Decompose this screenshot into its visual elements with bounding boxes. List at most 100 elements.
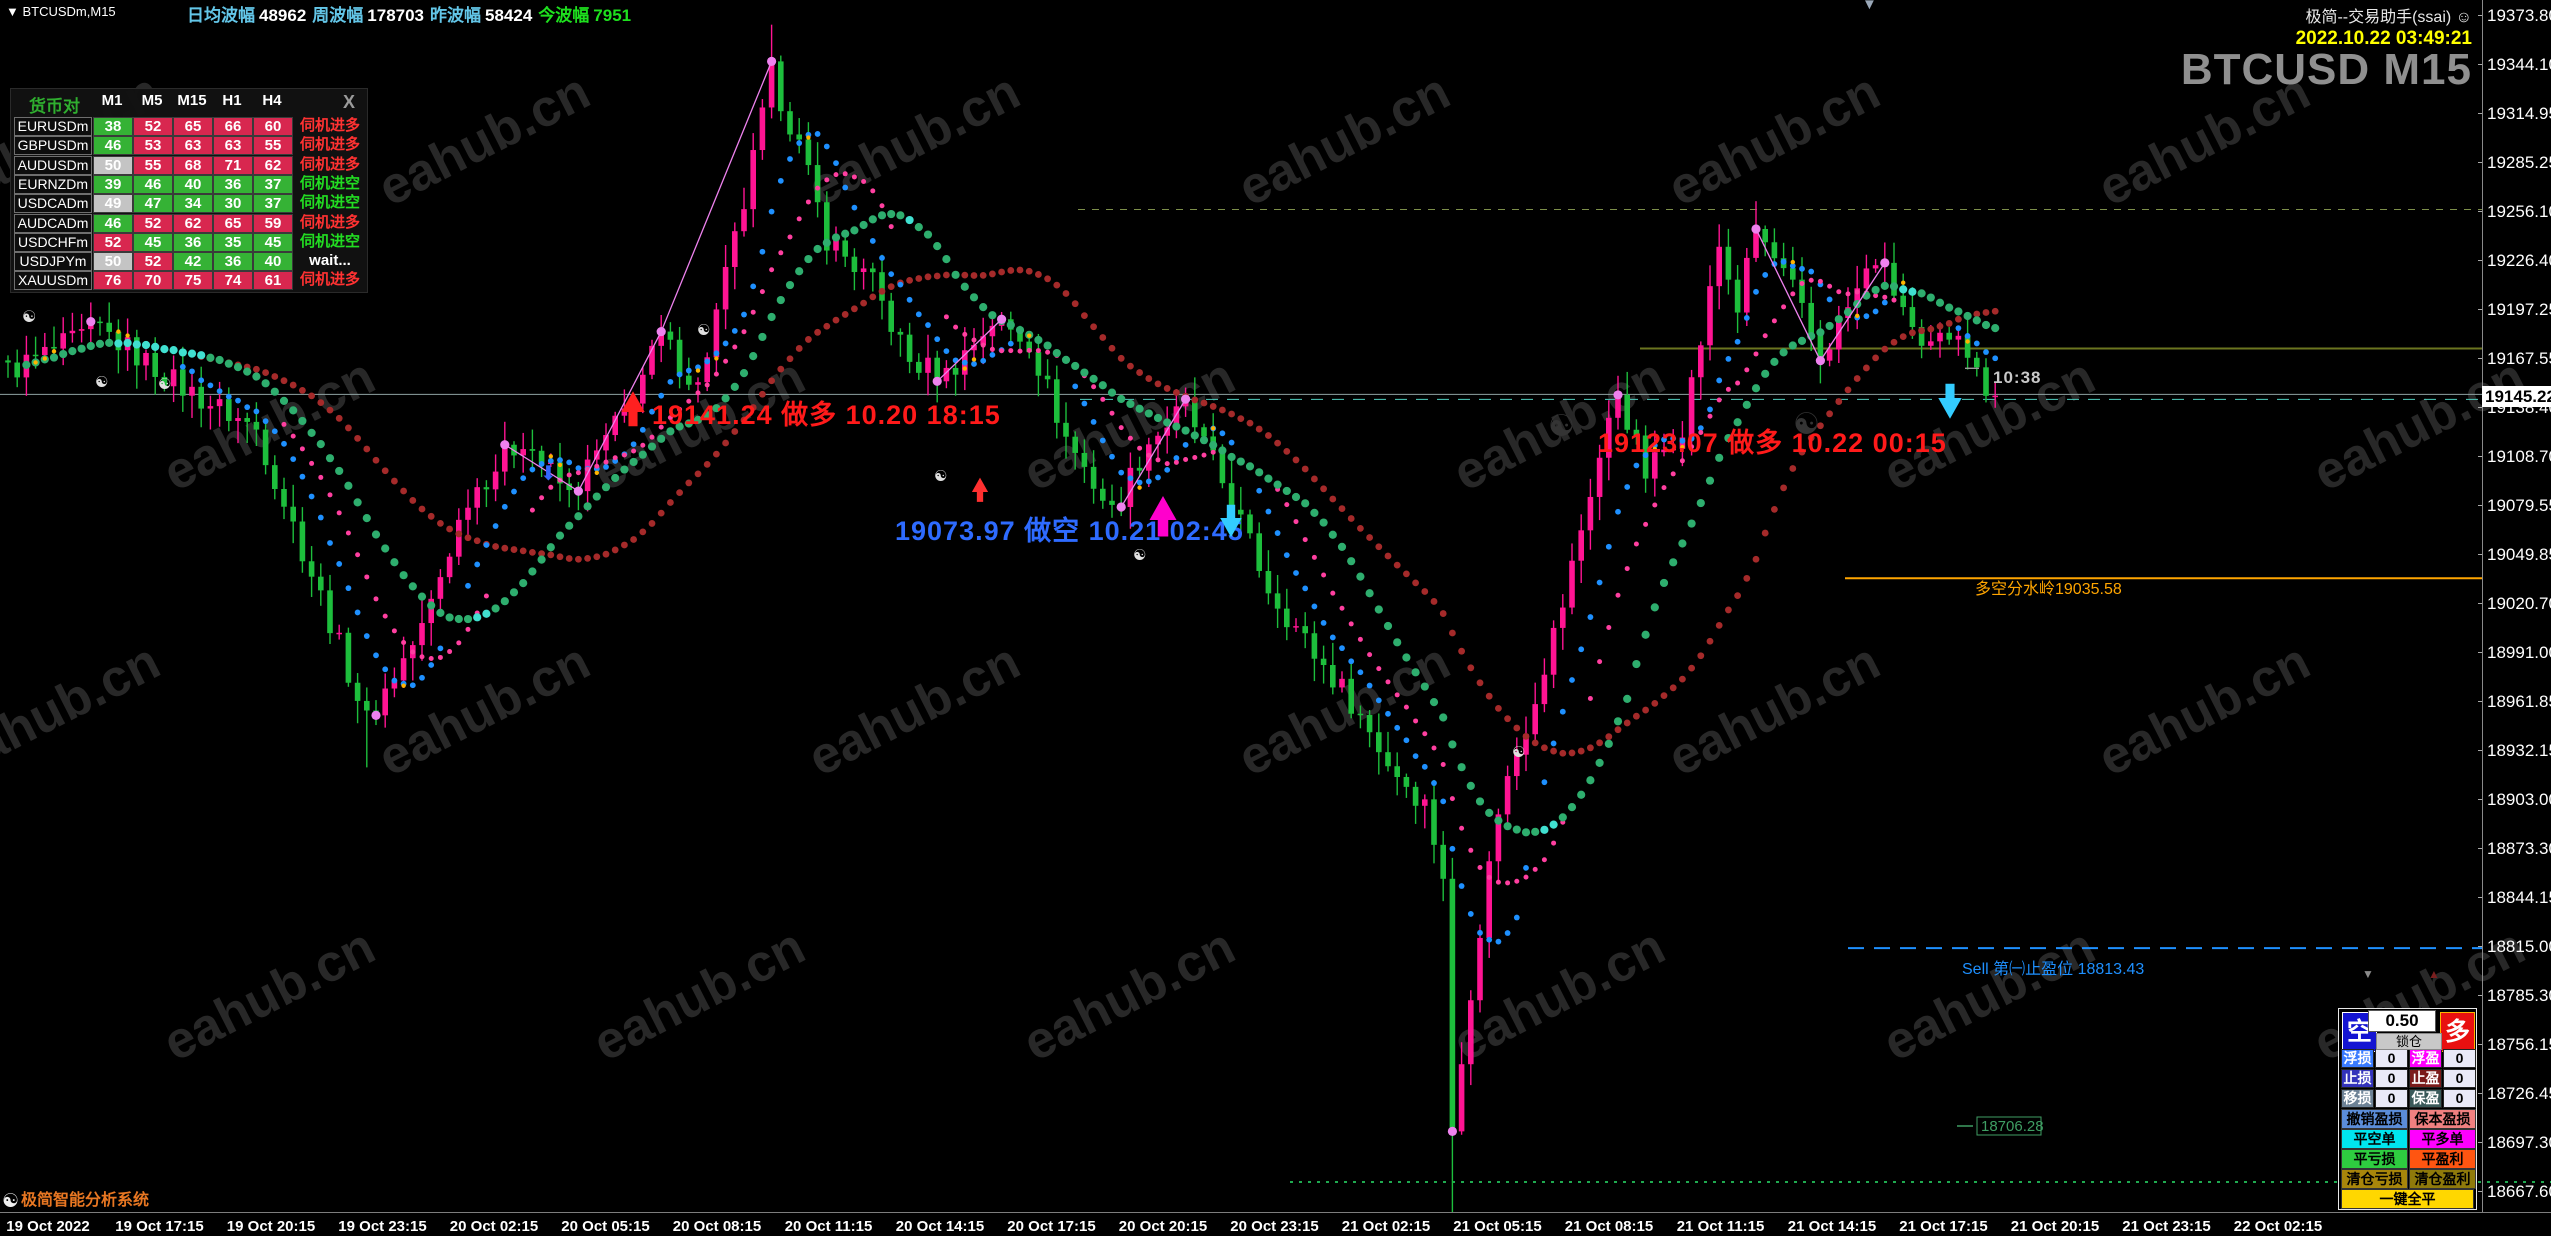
candle-body [584, 459, 591, 492]
ribbon-ma-dot [528, 567, 537, 576]
candle-body [952, 367, 959, 375]
price-tick-mark [2478, 1043, 2482, 1045]
slow-ma-dot [1918, 327, 1925, 335]
trend-ma-dot [962, 331, 968, 337]
matrix-close-button[interactable]: X [342, 92, 355, 112]
slow-ma-dot [1522, 732, 1530, 740]
matrix-symbol[interactable]: AUDCADm [14, 213, 92, 233]
price-tick-mark [2478, 505, 2482, 506]
trade-action-button[interactable]: 撤销盈损 [2341, 1109, 2408, 1129]
slow-ma-dot [1697, 652, 1705, 660]
price-tick-label: 18756.15 [2487, 1034, 2551, 1054]
trade-action-button[interactable]: 平空单 [2341, 1129, 2408, 1149]
matrix-symbol[interactable]: AUDUSDm [14, 155, 92, 175]
slow-ma-dot [887, 283, 895, 291]
slow-ma-dot [1927, 325, 1935, 333]
candle-body [1348, 678, 1354, 714]
candle-body [318, 576, 324, 591]
ribbon-ma-dot [454, 614, 463, 624]
matrix-symbol[interactable]: USDJPYm [14, 252, 92, 272]
fast-ma-dot [1964, 332, 1971, 339]
buy-arrow-icon [621, 391, 645, 427]
candle-body [299, 521, 306, 562]
trend-ma-dot [1348, 621, 1354, 627]
trade-action-button[interactable]: 平亏损 [2341, 1149, 2408, 1169]
slow-ma-dot [556, 553, 564, 561]
trade-action-button[interactable]: 保本盈损 [2409, 1109, 2476, 1129]
slow-ma-dot [1136, 369, 1143, 376]
trade-action-button[interactable]: 平多单 [2409, 1129, 2476, 1149]
slow-ma-dot [731, 428, 739, 435]
time-tick-label: 21 Oct 11:15 [1676, 1218, 1765, 1235]
ribbon-ma-dot [123, 338, 132, 348]
candle-body [1440, 844, 1446, 879]
ribbon-ma-dot [325, 454, 335, 463]
matrix-symbol[interactable]: GBPUSDm [14, 136, 92, 156]
ribbon-ma-dot [1531, 827, 1540, 836]
trade-action-button[interactable]: 清仓亏损 [2341, 1169, 2408, 1189]
pivot-connector [577, 331, 662, 492]
matrix-symbol[interactable]: EURUSDm [14, 117, 92, 136]
trend-ma-dot [1735, 380, 1741, 386]
ribbon-ma-dot [1301, 499, 1310, 508]
matrix-symbol[interactable]: EURNZDm [14, 174, 92, 194]
slow-ma-dot [400, 487, 407, 495]
micro-ma-dot [695, 368, 701, 373]
time-tick-label: 20 Oct 08:15 [672, 1218, 762, 1235]
slow-ma-dot [335, 414, 343, 422]
matrix-symbol[interactable]: USDCADm [14, 194, 92, 214]
slow-ma-dot [492, 543, 499, 550]
ribbon-ma-dot [1678, 539, 1687, 548]
fast-ma-dot [225, 393, 232, 400]
trade-action-button[interactable]: 清仓盈利 [2409, 1169, 2476, 1189]
slow-ma-dot [1623, 719, 1631, 727]
fast-ma-dot [1072, 383, 1079, 390]
fast-ma-dot [1743, 314, 1750, 321]
slow-ma-dot [676, 489, 683, 497]
trend-ma-dot [1385, 679, 1391, 685]
candle-body [1799, 279, 1805, 303]
close-all-button[interactable]: 一键全平 [2341, 1189, 2474, 1209]
time-tick-label: 21 Oct 23:15 [2122, 1218, 2211, 1235]
matrix-symbol[interactable]: XAUUSDm [14, 271, 92, 291]
slow-ma-dot [1127, 362, 1134, 370]
slow-ma-dot [529, 548, 536, 556]
symbol-label[interactable]: ▼ BTCUSDm,M15 [6, 4, 116, 19]
fast-ma-dot [1826, 296, 1833, 303]
pivot-connector [504, 444, 579, 492]
matrix-row: USDCADm 49 47 34 30 37 伺机进空 [11, 194, 367, 214]
time-axis[interactable]: 19 Oct 2022 19 Oct 17:15 19 Oct 20:15 19 Oc… [0, 1212, 2551, 1236]
slow-ma-dot [1780, 484, 1787, 492]
trade-stat-label: 浮盈 [2409, 1049, 2442, 1068]
trend-ma-dot [815, 185, 821, 191]
trend-ma-dot [943, 314, 949, 320]
trend-ma-dot [1357, 636, 1363, 642]
trend-ma-dot [1771, 318, 1777, 324]
lot-size-input[interactable]: 0.50 [2368, 1010, 2436, 1032]
candle-body [1578, 530, 1584, 561]
candle-body [870, 268, 876, 273]
hedge-lock-button[interactable]: 锁仓 [2376, 1033, 2442, 1050]
candle-body [1403, 777, 1410, 787]
matrix-strength-cell: 37 [253, 174, 293, 194]
current-price-box: 19145.22 [2482, 385, 2551, 407]
ribbon-ma-dot [813, 244, 822, 254]
ribbon-ma-dot [436, 608, 445, 617]
matrix-strength-cell: 66 [213, 117, 253, 136]
buy-button[interactable]: 多 [2440, 1012, 2475, 1052]
ribbon-ma-dot [1117, 394, 1126, 404]
ribbon-ma-dot [1825, 321, 1834, 331]
pivot-dot [1447, 1126, 1457, 1136]
candle-body [134, 337, 140, 366]
trend-ma-dot [796, 216, 802, 222]
candle-body [69, 330, 76, 334]
trend-ma-dot [1210, 449, 1216, 455]
fast-ma-dot [428, 662, 435, 668]
trade-action-button[interactable]: 平盈利 [2409, 1149, 2476, 1169]
ribbon-ma-dot [482, 609, 491, 618]
trend-ma-dot [1394, 692, 1400, 698]
ribbon-ma-dot [206, 353, 215, 362]
matrix-symbol[interactable]: USDCHFm [14, 232, 92, 252]
price-tick-mark [2478, 260, 2482, 262]
